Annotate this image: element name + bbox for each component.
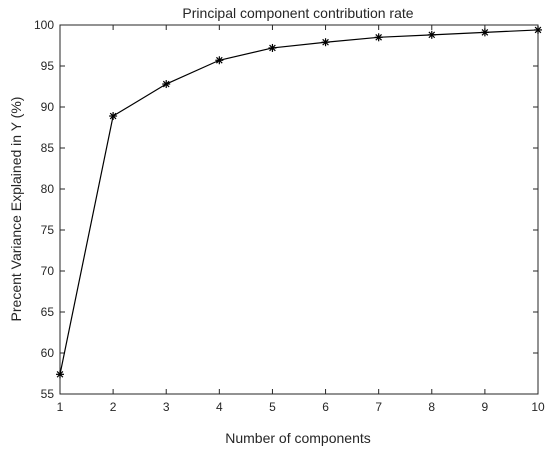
x-tick-label: 3: [163, 400, 170, 414]
data-series: [56, 25, 542, 379]
x-tick-label: 7: [375, 400, 382, 414]
y-tick-label: 80: [41, 182, 55, 196]
x-axis: 1 2 3 4 5 6 7 8 9 10: [57, 25, 545, 414]
data-point-marker: [215, 56, 224, 65]
y-tick-label: 55: [41, 387, 55, 401]
y-tick-label: 75: [41, 223, 55, 237]
data-point-marker: [56, 370, 64, 379]
y-tick-label: 65: [41, 305, 55, 319]
plot-area: [59, 24, 539, 395]
data-point-marker: [534, 25, 542, 34]
data-point-marker: [374, 33, 383, 42]
x-tick-label: 9: [482, 400, 489, 414]
chart-title: Principal component contribution rate: [182, 5, 413, 21]
x-tick-label: 6: [322, 400, 329, 414]
data-point-marker: [162, 80, 171, 89]
data-point-marker: [321, 38, 330, 47]
y-tick-label: 95: [41, 59, 55, 73]
data-point-marker: [268, 43, 277, 52]
y-tick-label: 100: [34, 18, 54, 32]
y-axis: 55 60 65 70 75 80 85 90 95 100: [34, 18, 538, 401]
x-tick-label: 4: [216, 400, 223, 414]
x-tick-label: 10: [531, 400, 545, 414]
y-tick-label: 70: [41, 264, 55, 278]
x-tick-label: 1: [57, 400, 64, 414]
series-line: [59, 29, 539, 375]
y-tick-label: 60: [41, 346, 55, 360]
x-tick-label: 5: [269, 400, 276, 414]
data-point-marker: [109, 112, 118, 121]
y-axis-label: Precent Variance Explained in Y (%): [8, 97, 24, 322]
data-point-marker: [427, 30, 436, 39]
y-tick-label: 85: [41, 141, 55, 155]
x-tick-label: 2: [110, 400, 117, 414]
data-point-marker: [480, 28, 489, 37]
x-tick-label: 8: [428, 400, 435, 414]
x-axis-label: Number of components: [225, 430, 371, 446]
y-tick-label: 90: [41, 100, 55, 114]
